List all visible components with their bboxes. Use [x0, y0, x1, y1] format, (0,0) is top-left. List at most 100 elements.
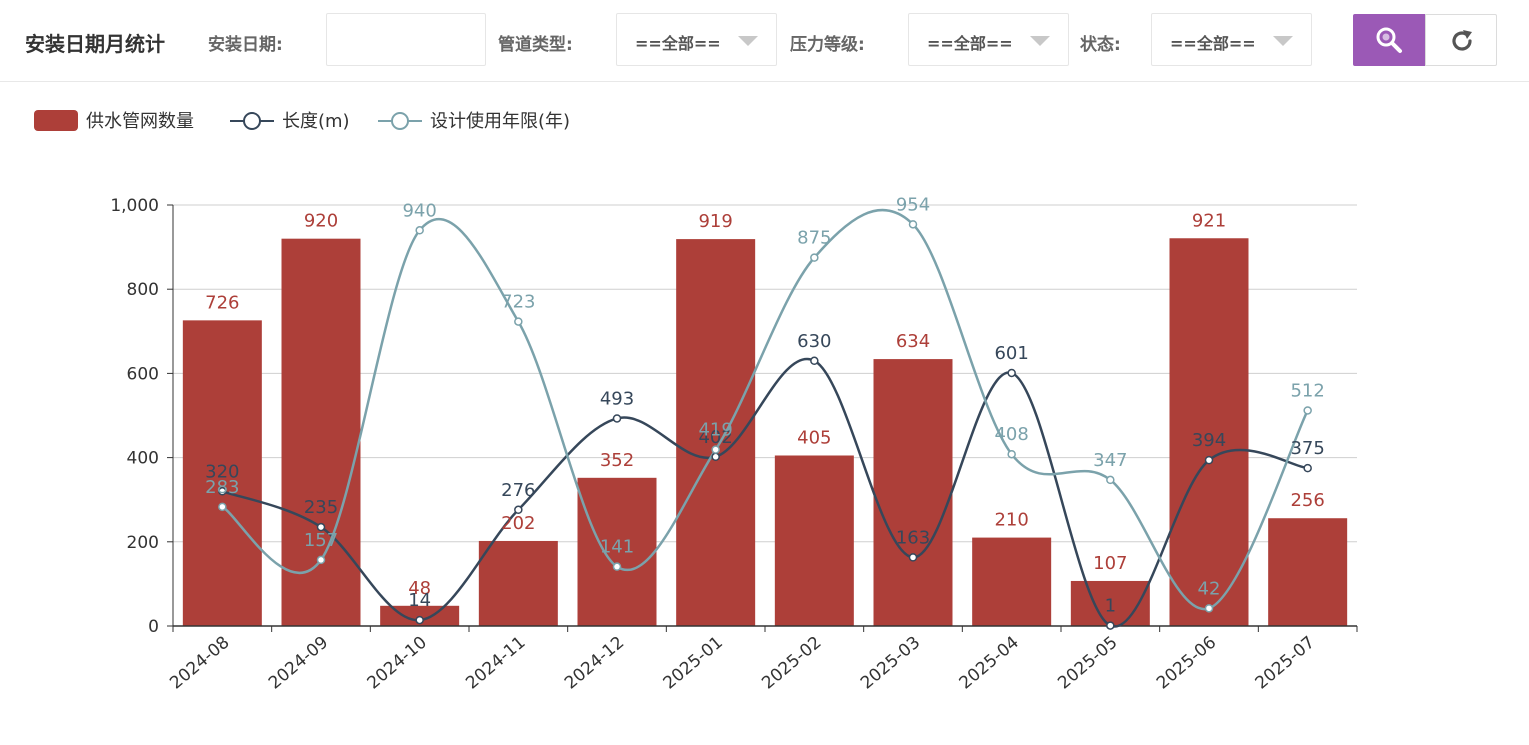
bar-value-label: 919 [698, 211, 732, 232]
pipe-type-select[interactable]: ==全部== [616, 13, 777, 66]
chevron-down-icon [738, 36, 758, 46]
design-life-line-point [1204, 604, 1214, 613]
length-line-point [316, 522, 326, 532]
y-tick-label: 0 [148, 617, 159, 637]
pressure-select[interactable]: ==全部== [908, 13, 1069, 66]
x-tick-label: 2025-07 [1252, 633, 1319, 694]
pipe-type-value: ==全部== [635, 34, 721, 53]
design-life-line-point [514, 317, 523, 326]
length-line-point [908, 553, 918, 562]
design-life-line-value-label: 512 [1290, 380, 1324, 401]
x-tick-label: 2025-02 [758, 633, 825, 694]
length-line-value-label: 630 [797, 331, 831, 352]
bar [478, 540, 558, 626]
bar-value-label: 405 [797, 427, 831, 448]
design-life-line [221, 208, 1309, 611]
legend-design-swatch [378, 112, 422, 130]
design-life-line-point [810, 253, 819, 262]
design-life-line-point [1303, 406, 1312, 415]
status-value: ==全部== [1170, 34, 1256, 53]
status-label: 状态: [1080, 35, 1121, 55]
length-line-point [810, 356, 819, 366]
bar-value-label: 256 [1290, 490, 1324, 511]
bar-value-label: 726 [205, 292, 239, 313]
y-tick-label: 1,000 [110, 196, 159, 216]
filter-bar: 安装日期月统计 安装日期: 管道类型: ==全部== 压力等级: ==全部== … [0, 0, 1529, 82]
legend-length-swatch [230, 112, 274, 130]
bar [1169, 238, 1249, 626]
length-line-value-label: 394 [1192, 430, 1226, 451]
pressure-label: 压力等级: [790, 35, 865, 55]
x-tick-label: 2024-11 [462, 633, 529, 694]
bar-value-label: 921 [1192, 210, 1226, 231]
x-tick-label: 2025-04 [956, 633, 1023, 694]
bar-value-label: 202 [501, 513, 535, 534]
design-life-line-point [711, 445, 720, 454]
design-life-line-point [415, 226, 424, 235]
length-line-point [612, 414, 622, 423]
length-line-value-label: 235 [304, 497, 338, 518]
pressure-value: ==全部== [927, 34, 1013, 53]
length-line-value-label: 601 [994, 343, 1028, 364]
y-tick-label: 200 [127, 533, 159, 553]
length-line-point [415, 615, 424, 625]
bar [1070, 580, 1150, 626]
y-tick-label: 600 [127, 364, 159, 384]
x-tick-label: 2024-10 [364, 633, 431, 694]
search-icon [1376, 27, 1402, 53]
bar [1268, 518, 1348, 626]
x-tick-label: 2024-12 [561, 633, 628, 694]
reset-button[interactable] [1425, 14, 1497, 66]
install-date-label: 安装日期: [208, 35, 283, 55]
design-life-line-value-label: 283 [205, 477, 239, 498]
refresh-icon [1452, 30, 1472, 51]
x-tick-label: 2025-01 [660, 633, 727, 694]
length-line-value-label: 320 [205, 461, 239, 482]
length-line-value-label: 493 [600, 388, 634, 409]
search-button[interactable] [1353, 14, 1425, 66]
design-life-line-point [316, 555, 326, 565]
pipe-type-label: 管道类型: [498, 35, 573, 55]
length-line-value-label: 1 [1105, 596, 1116, 617]
bar-value-label: 634 [896, 331, 930, 352]
design-life-line-point [908, 220, 918, 229]
bar-value-label: 48 [408, 578, 431, 599]
length-line-value-label: 14 [408, 590, 431, 611]
legend-label-length: 长度(m) [282, 111, 350, 132]
length-line-point [218, 487, 227, 496]
bar [577, 477, 657, 626]
length-line-point [1303, 463, 1312, 473]
design-life-line-point [1007, 449, 1016, 459]
bar [873, 359, 953, 626]
design-life-line-value-label: 940 [402, 200, 436, 221]
design-life-line-point [218, 502, 227, 512]
bar [774, 455, 854, 626]
design-life-line-value-label: 723 [501, 292, 535, 313]
y-tick-label: 800 [127, 280, 159, 300]
install-date-input[interactable] [326, 13, 486, 66]
length-line-value-label: 402 [698, 427, 732, 448]
bar-value-label: 920 [304, 211, 338, 232]
x-tick-label: 2025-05 [1054, 633, 1121, 694]
design-life-line-value-label: 408 [994, 424, 1028, 445]
length-line-value-label: 276 [501, 480, 535, 501]
y-tick-label: 400 [127, 449, 159, 469]
length-line-value-label: 163 [896, 527, 930, 548]
legend-label-bar: 供水管网数量 [86, 111, 194, 132]
design-life-line-point [1106, 475, 1115, 485]
design-life-line-value-label: 347 [1093, 450, 1127, 471]
status-select[interactable]: ==全部== [1151, 13, 1312, 66]
length-line-point [514, 505, 523, 515]
bar-value-label: 352 [600, 450, 634, 471]
length-line-point [1007, 368, 1016, 378]
length-line-point [711, 452, 720, 462]
x-tick-label: 2025-06 [1153, 633, 1220, 694]
bar [182, 320, 262, 626]
length-line-point [1106, 621, 1115, 630]
x-tick-label: 2025-03 [857, 633, 924, 694]
design-life-line-value-label: 954 [896, 194, 930, 215]
bar-value-label: 210 [994, 510, 1028, 531]
bar-value-label: 107 [1093, 553, 1127, 574]
legend-label-design-life: 设计使用年限(年) [430, 111, 571, 132]
design-life-line-value-label: 875 [797, 228, 831, 249]
